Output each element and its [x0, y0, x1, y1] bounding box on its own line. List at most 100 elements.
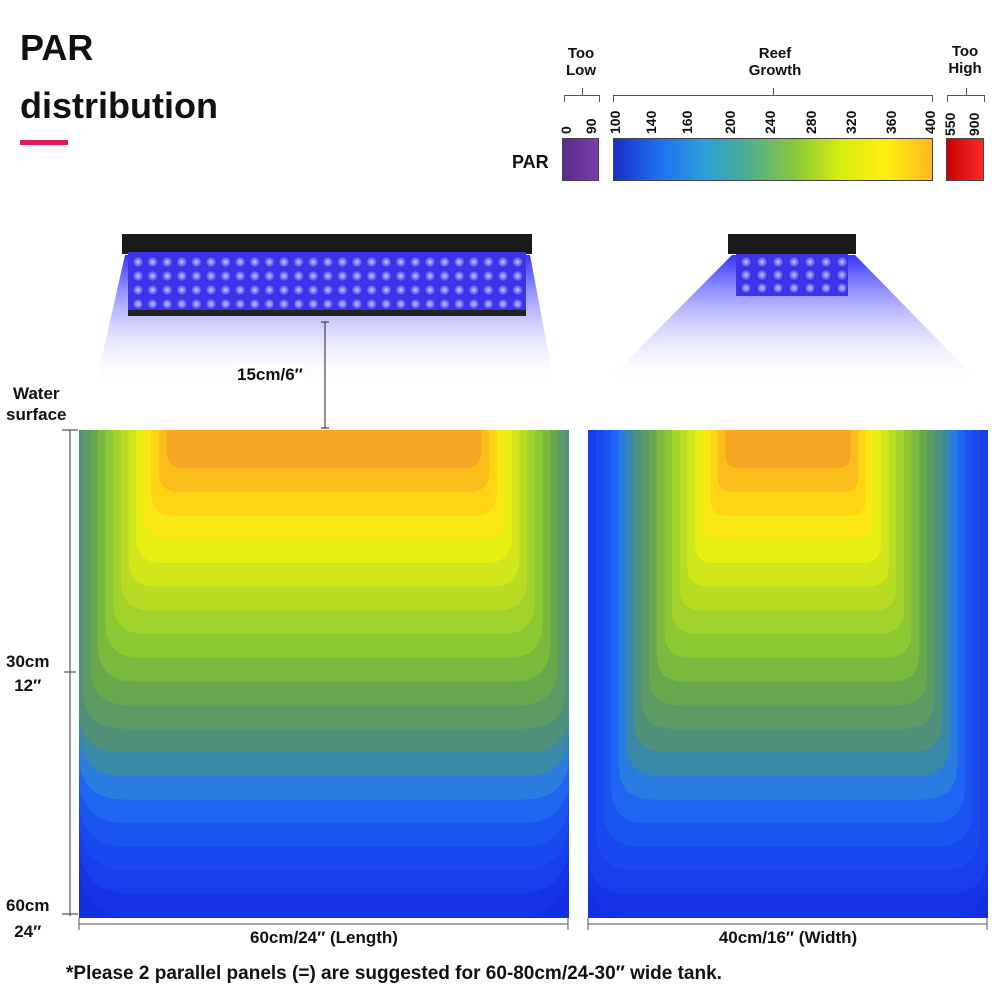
- led-icon: [453, 298, 466, 310]
- led-icon: [307, 298, 320, 310]
- led-icon: [756, 269, 768, 281]
- led-icon: [175, 270, 188, 282]
- led-icon: [453, 270, 466, 282]
- led-icon: [836, 269, 848, 281]
- led-icon: [336, 284, 349, 296]
- led-icon: [511, 298, 524, 310]
- led-icon: [205, 284, 217, 296]
- water-surface-label: Water surface: [6, 384, 67, 424]
- led-icon: [292, 298, 305, 310]
- led-icon: [820, 256, 832, 268]
- led-icon: [175, 256, 188, 268]
- led-icon: [424, 284, 436, 296]
- footnote: *Please 2 parallel panels (=) are sugges…: [66, 963, 722, 984]
- led-icon: [365, 270, 378, 282]
- depth-axis: [62, 429, 78, 916]
- led-icon: [394, 256, 407, 268]
- legend-too-low-bracket: [564, 88, 600, 102]
- led-icon: [424, 270, 436, 282]
- led-icon: [438, 270, 451, 282]
- led-icon: [321, 270, 334, 282]
- led-icon: [132, 298, 144, 310]
- par-band: [725, 430, 851, 469]
- right-light-beam: [600, 255, 985, 388]
- led-icon: [248, 284, 261, 296]
- right-light-fixture: [728, 234, 856, 296]
- legend-par-label: PAR: [512, 152, 549, 172]
- width-dimension-label: 40cm/16″ (Width): [718, 928, 858, 947]
- led-icon: [438, 298, 451, 310]
- led-icon: [321, 284, 334, 296]
- led-icon: [263, 298, 276, 310]
- legend-too-high-label: Too High: [948, 43, 982, 77]
- led-icon: [482, 270, 495, 282]
- gap-label: 15cm/6″: [235, 365, 305, 385]
- led-icon: [205, 270, 217, 282]
- led-icon: [292, 270, 305, 282]
- led-icon: [740, 269, 752, 281]
- led-icon: [190, 270, 203, 282]
- led-icon: [820, 282, 832, 294]
- led-icon: [205, 298, 217, 310]
- led-icon: [467, 298, 480, 310]
- title-accent-bar: [20, 140, 68, 145]
- led-icon: [292, 284, 305, 296]
- led-icon: [248, 270, 261, 282]
- led-icon: [740, 256, 752, 268]
- led-icon: [756, 282, 768, 294]
- led-icon: [497, 270, 509, 282]
- legend-too-high-swatch: [946, 138, 984, 181]
- led-icon: [788, 256, 800, 268]
- led-icon: [511, 256, 524, 268]
- gap-measure-line: [321, 321, 329, 429]
- led-icon: [740, 282, 752, 294]
- legend-too-low-label: Too Low: [566, 45, 596, 79]
- led-icon: [234, 284, 247, 296]
- led-icon: [248, 298, 261, 310]
- led-icon: [336, 270, 349, 282]
- legend-too-high-bracket: [947, 88, 985, 102]
- title-distribution: distribution: [20, 85, 218, 126]
- led-icon: [365, 298, 378, 310]
- led-icon: [804, 269, 816, 281]
- led-icon: [380, 256, 393, 268]
- led-icon: [394, 270, 407, 282]
- led-icon: [307, 284, 320, 296]
- length-dimension-label: 60cm/24″ (Length): [250, 928, 398, 947]
- title-par: PAR: [20, 27, 94, 68]
- led-icon: [511, 270, 524, 282]
- led-icon: [336, 298, 349, 310]
- led-icon: [234, 270, 247, 282]
- led-icon: [467, 256, 480, 268]
- led-icon: [190, 284, 203, 296]
- led-icon: [278, 256, 290, 268]
- led-icon: [453, 256, 466, 268]
- led-icon: [146, 298, 159, 310]
- led-icon: [409, 256, 422, 268]
- led-icon: [321, 256, 334, 268]
- par-band: [166, 430, 482, 469]
- led-icon: [248, 256, 261, 268]
- led-icon: [804, 282, 816, 294]
- led-icon: [292, 256, 305, 268]
- led-icon: [161, 256, 174, 268]
- led-icon: [836, 282, 848, 294]
- led-icon: [438, 284, 451, 296]
- led-icon: [351, 270, 363, 282]
- led-icon: [756, 256, 768, 268]
- led-icon: [836, 256, 848, 268]
- led-icon: [175, 298, 188, 310]
- led-icon: [190, 256, 203, 268]
- fixture-illustrations: [95, 234, 985, 429]
- led-icon: [482, 284, 495, 296]
- led-icon: [351, 298, 363, 310]
- led-icon: [278, 284, 290, 296]
- par-map-length: [79, 430, 569, 918]
- led-icon: [804, 256, 816, 268]
- led-icon: [146, 270, 159, 282]
- led-icon: [772, 256, 784, 268]
- led-icon: [409, 298, 422, 310]
- legend-reef-bracket: [613, 88, 933, 102]
- led-icon: [365, 284, 378, 296]
- led-icon: [219, 298, 232, 310]
